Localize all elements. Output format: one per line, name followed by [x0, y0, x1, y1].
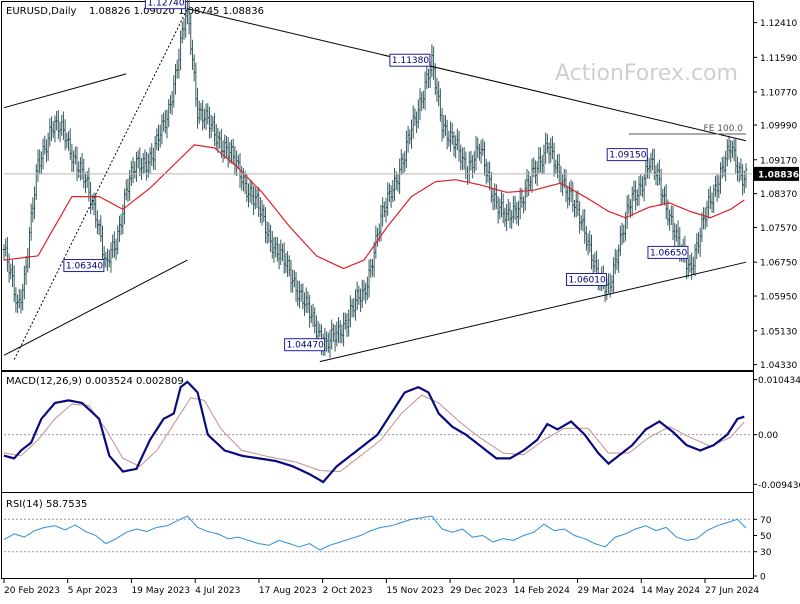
rsi-tick-label: 30: [760, 548, 772, 558]
macd-tick-label: 0.00: [758, 431, 778, 441]
current-price-box: [754, 166, 799, 181]
dotted-trendline: [13, 8, 188, 360]
macd-tick-label: 0.010434: [758, 376, 800, 386]
fe-label: FE 100.0: [704, 124, 744, 134]
price-tick-label: 1.06750: [760, 259, 797, 269]
annotation-label: 1.09150: [609, 151, 646, 161]
ohlc-bars: [2, 0, 748, 358]
price-annotation: 1.06650: [647, 245, 689, 259]
triangle-lower-line: [319, 261, 747, 363]
x-tick-label: 29 Mar 2024: [578, 586, 635, 596]
triangle-upper-line: [187, 8, 747, 142]
upper-channel-line: [3, 73, 127, 109]
price-tick-label: 1.11590: [760, 54, 797, 64]
annotation-label: 1.06340: [66, 262, 103, 272]
macd-y-axis: 0.010434 0.00 -0.009436: [753, 376, 800, 491]
price-tick-label: 1.04330: [760, 361, 797, 371]
price-tick-label: 1.08370: [760, 190, 797, 200]
x-tick-label: 29 Dec 2023: [450, 586, 508, 596]
trendlines: FE 100.0: [3, 8, 747, 363]
x-tick-label: 14 Feb 2024: [514, 586, 570, 596]
x-tick-label: 2 Oct 2023: [323, 586, 373, 596]
x-tick-label: 20 Feb 2023: [4, 586, 60, 596]
rsi-line: [3, 515, 747, 551]
annotation-label: 1.06010: [568, 276, 605, 286]
x-tick-label: 27 Jun 2024: [705, 586, 759, 596]
moving-average-layer: [3, 144, 745, 270]
rsi-title: RSI(14) 58.7535: [6, 499, 87, 510]
price-tick-label: 1.09990: [760, 122, 797, 132]
x-tick-label: 17 Aug 2023: [259, 586, 317, 596]
price-annotations: 1.12740 1.11380 1.09150 1.06340 1.06650 1.060…: [63, 0, 689, 352]
rsi-tick-label: 70: [760, 516, 772, 526]
price-annotation: 1.06340: [63, 259, 105, 273]
price-tick-label: 1.05130: [760, 327, 797, 337]
annotation-label: 1.06650: [650, 248, 687, 258]
price-tick-label: 1.05950: [760, 293, 797, 303]
price-tick-label: 1.12410: [760, 19, 797, 29]
macd-panel: [1, 371, 754, 493]
price-panel: [1, 1, 754, 371]
x-tick-label: 15 Nov 2023: [386, 586, 444, 596]
annotation-label: 1.04470: [287, 341, 324, 351]
x-tick-label: 5 Apr 2023: [68, 586, 118, 596]
watermark: ActionForex.com: [555, 61, 738, 86]
price-tick-label: 1.09170: [760, 156, 797, 166]
moving-average-line: [3, 144, 745, 270]
rsi-tick-label: 0: [760, 573, 766, 583]
macd-tick-label: -0.009436: [758, 481, 800, 491]
rsi-y-axis: 70 50 30 0: [753, 516, 772, 583]
annotation-label: 1.12740: [147, 0, 184, 9]
x-tick-label: 14 May 2024: [641, 586, 700, 596]
ohlc-bar: [185, 0, 188, 25]
lower-channel-line: [3, 259, 188, 356]
price-annotation: 1.11380: [389, 53, 431, 67]
x-tick-label: 4 Jul 2023: [195, 586, 240, 596]
price-annotation: 1.04470: [284, 338, 326, 352]
price-y-axis: 1.12410 1.11590 1.10770 1.09990 1.09170 1.083…: [4, 19, 799, 371]
x-tick-label: 19 May 2023: [131, 586, 190, 596]
ohlc-bar: [744, 163, 748, 188]
chart-title: EURUSD,Daily: [6, 6, 77, 17]
current-price-label: 1.08836: [758, 170, 799, 180]
rsi-layer: [3, 515, 752, 553]
x-axis: 20 Feb 2023 5 Apr 2023 19 May 2023 4 Jul 20…: [3, 579, 759, 596]
price-annotation: 1.06010: [565, 273, 607, 287]
rsi-panel: [1, 492, 754, 579]
macd-title: MACD(12,26,9) 0.003524 0.002809: [6, 376, 184, 387]
annotation-label: 1.11380: [392, 56, 429, 66]
macd-layer: [3, 380, 752, 484]
ohlc-readout: 1.08826 1.09020 1.08745 1.08836: [89, 6, 264, 17]
price-annotation: 1.12740: [144, 0, 186, 10]
price-tick-label: 1.07570: [760, 224, 797, 234]
macd-line: [3, 380, 745, 484]
rsi-tick-label: 50: [760, 532, 772, 542]
price-annotation: 1.09150: [606, 148, 648, 162]
price-tick-label: 1.10770: [760, 89, 797, 99]
